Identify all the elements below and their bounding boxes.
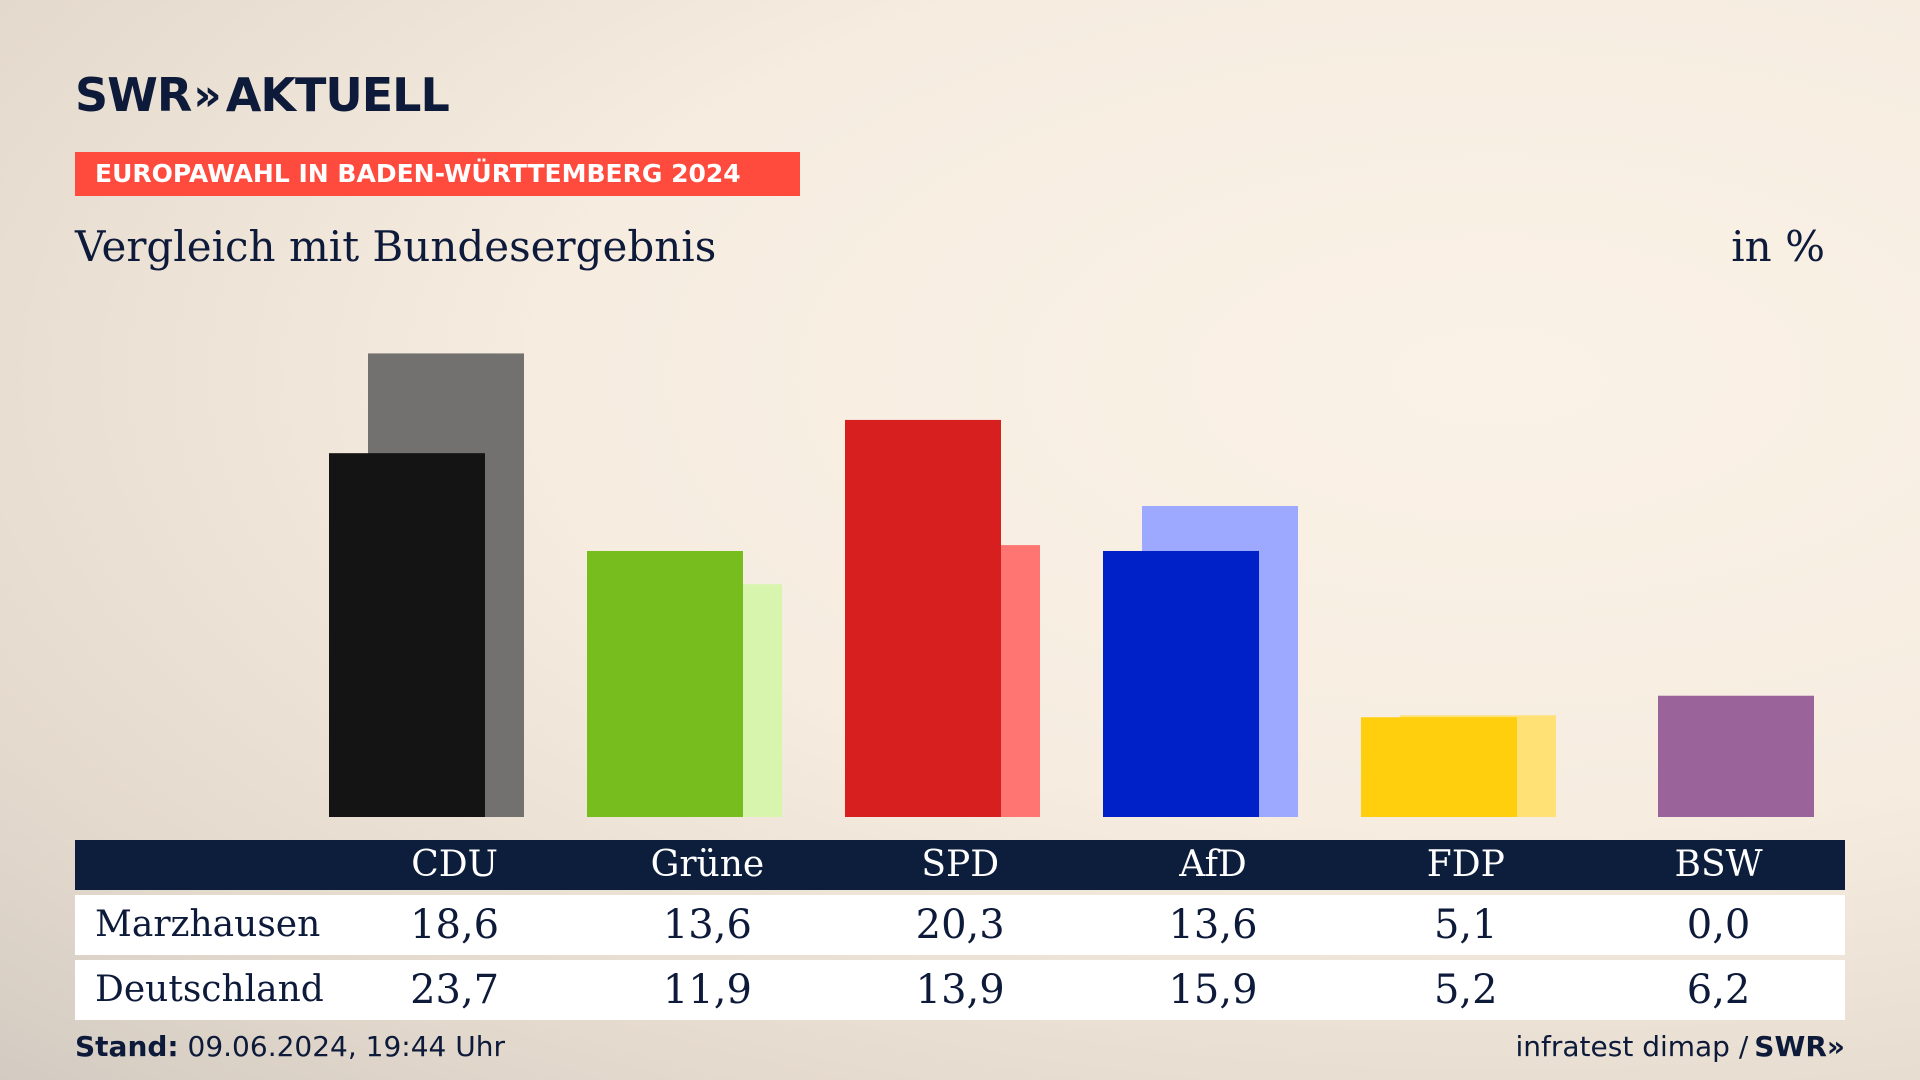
result-value: 11,9 xyxy=(662,967,752,1013)
party-header: Grüne xyxy=(650,844,765,885)
result-value: 6,2 xyxy=(1686,967,1751,1013)
bar-marzhausen-spd xyxy=(845,419,1001,817)
party-header: SPD xyxy=(921,844,1000,885)
results-table: CDU Grüne SPD AfD FDP BSW Marzhausen 18,… xyxy=(75,840,1845,1020)
party-header: FDP xyxy=(1426,844,1505,885)
row-label: Deutschland xyxy=(95,969,324,1010)
row-label: Marzhausen xyxy=(95,904,321,945)
election-tag: EUROPAWAHL IN BADEN-WÜRTTEMBERG 2024 xyxy=(75,152,800,196)
result-value: 20,3 xyxy=(915,902,1005,948)
bar-chart xyxy=(329,353,1814,817)
source-credit: infratest dimap / SWR» xyxy=(1515,1030,1845,1063)
source-text: infratest dimap / xyxy=(1515,1030,1749,1063)
party-header: AfD xyxy=(1179,844,1247,885)
result-value: 13,6 xyxy=(1168,902,1258,948)
swr-aktuell-logo: SWR » AKTUELL xyxy=(75,68,450,122)
result-value: 13,6 xyxy=(662,902,752,948)
unit-label: in % xyxy=(1731,222,1825,271)
result-value: 18,6 xyxy=(410,902,500,948)
result-value: 23,7 xyxy=(410,967,500,1013)
result-value: 5,2 xyxy=(1433,967,1498,1013)
result-value: 15,9 xyxy=(1168,967,1258,1013)
bar-marzhausen-grüne xyxy=(587,550,743,817)
result-value: 0,0 xyxy=(1686,902,1751,948)
bar-marzhausen-fdp xyxy=(1361,717,1517,817)
party-header: CDU xyxy=(411,844,498,885)
table-header: CDU Grüne SPD AfD FDP BSW xyxy=(75,840,1845,890)
bar-marzhausen-cdu xyxy=(329,453,485,817)
table-header-spacer xyxy=(75,840,328,890)
stand-label: Stand: xyxy=(75,1030,179,1063)
result-value: 5,1 xyxy=(1433,902,1498,948)
chart-subtitle: Vergleich mit Bundesergebnis xyxy=(75,222,717,271)
table-row-deutschland: Deutschland 23,7 11,9 13,9 15,9 5,2 6,2 xyxy=(75,960,1845,1020)
bar-marzhausen-afd xyxy=(1103,550,1259,817)
table-row-marzhausen: Marzhausen 18,6 13,6 20,3 13,6 5,1 0,0 xyxy=(75,895,1845,955)
result-value: 13,9 xyxy=(915,967,1005,1013)
party-header: BSW xyxy=(1674,844,1763,885)
swr-small-logo: SWR» xyxy=(1754,1030,1845,1063)
logo-swr: SWR xyxy=(75,68,192,122)
bar-deutschland-bsw xyxy=(1658,695,1814,817)
stand-value: 09.06.2024, 19:44 Uhr xyxy=(187,1030,505,1063)
timestamp: Stand: 09.06.2024, 19:44 Uhr xyxy=(75,1030,505,1063)
logo-aktuell: AKTUELL xyxy=(225,68,450,122)
